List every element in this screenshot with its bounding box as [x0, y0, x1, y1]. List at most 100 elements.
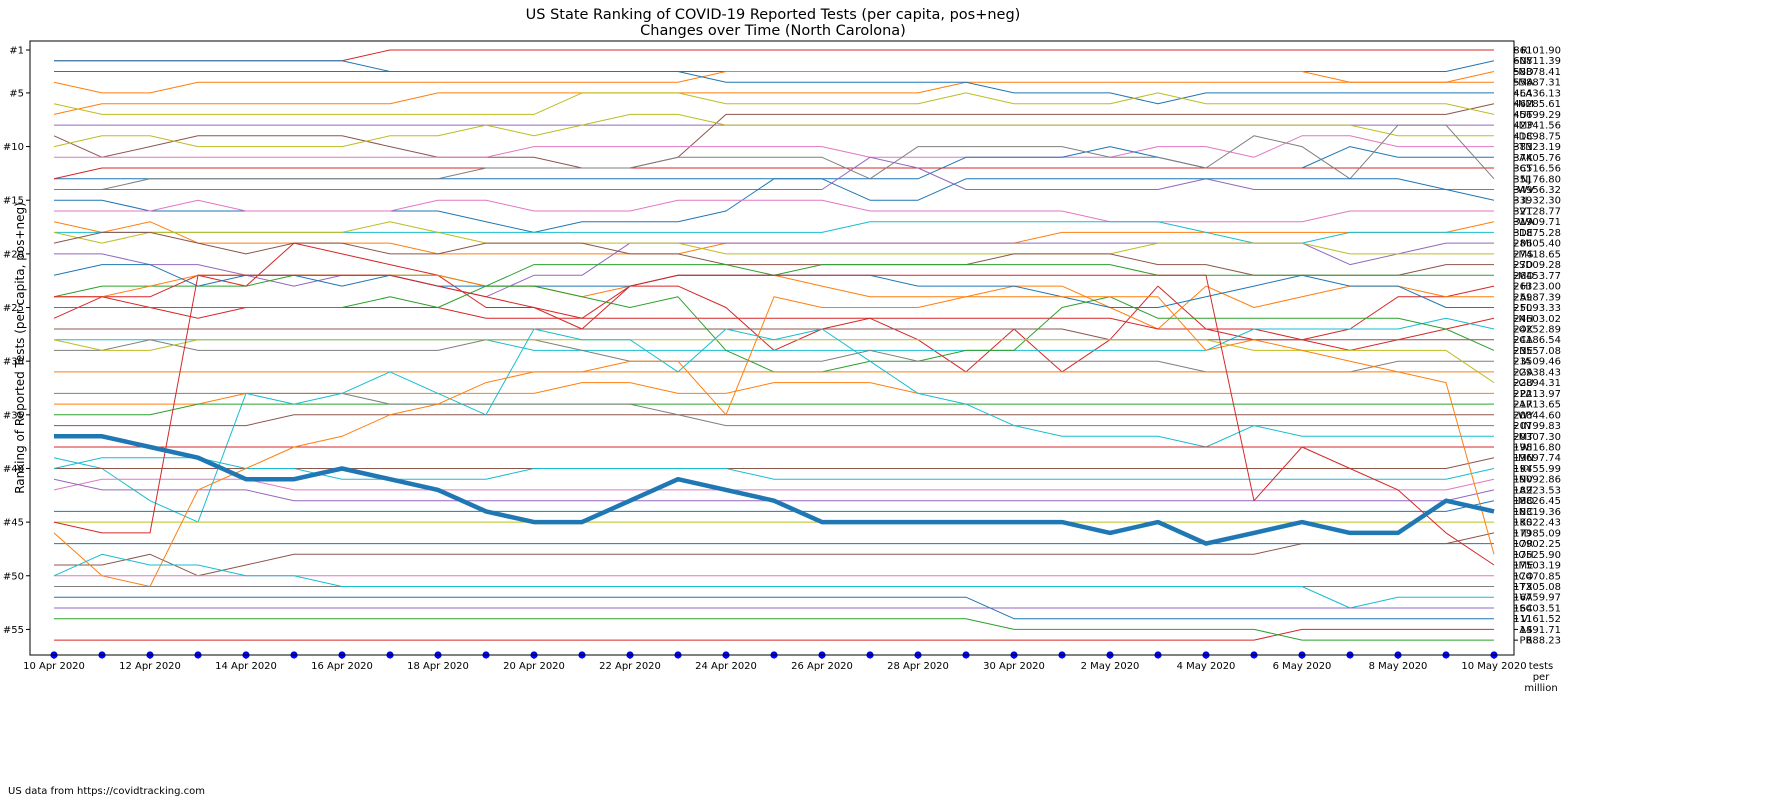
series-line-la: [54, 71, 1494, 105]
series-line-me: [53, 274, 1495, 566]
state-label-or: OR: [1519, 539, 1534, 550]
state-label-al: AL: [1520, 292, 1533, 303]
state-label-ca: CA: [1519, 335, 1533, 346]
state-label-wv: WV: [1518, 185, 1535, 196]
y-tick-label: #35: [3, 410, 24, 421]
state-label-mp: MP: [1519, 121, 1534, 132]
state-value-ms: 27418.65: [1513, 249, 1561, 260]
x-tick-label: 28 Apr 2020: [887, 661, 949, 672]
series-line-mi: [54, 242, 1494, 298]
state-value-ok: 24252.89: [1513, 324, 1561, 335]
state-label-in: IN: [1521, 421, 1531, 432]
state-value-vi: 11161.52: [1513, 614, 1561, 625]
state-label-ct: CT: [1519, 164, 1533, 175]
state-label-me: ME: [1519, 561, 1534, 572]
x-tick-label: 16 Apr 2020: [311, 661, 373, 672]
state-value-co: 17470.85: [1513, 571, 1561, 582]
state-value-de: 31875.28: [1513, 228, 1561, 239]
state-label-ga: GA: [1519, 367, 1534, 378]
state-label-mn: MN: [1518, 453, 1534, 464]
y-tick-label: #5: [9, 88, 24, 99]
state-value-wi: 19816.80: [1513, 443, 1561, 454]
series-line-mo: [54, 500, 1495, 512]
state-label-dc: DC: [1519, 131, 1534, 142]
state-value-ma: 55887.31: [1513, 78, 1561, 89]
series-line-as: [54, 628, 1494, 641]
state-label-gu: GU: [1518, 378, 1533, 389]
y-tick-label: #45: [3, 518, 24, 529]
series-line-ma: [53, 71, 1494, 94]
series-line-vi: [54, 596, 1494, 620]
series-line-ny: [54, 60, 1495, 72]
state-value-tx: 17305.08: [1513, 582, 1561, 593]
series-line-ia: [54, 339, 1494, 373]
state-label-nv: NV: [1519, 475, 1533, 486]
state-label-il: IL: [1522, 196, 1531, 207]
state-label-hi: HI: [1521, 282, 1531, 293]
x-tick-label: 10 May 2020: [1461, 661, 1526, 672]
series-line-nm: [53, 103, 1495, 169]
state-label-ks: KS: [1520, 518, 1533, 529]
state-label-as: AS: [1519, 625, 1532, 636]
series-line-ky: [53, 457, 1495, 480]
state-value-ri: 86101.90: [1513, 46, 1561, 57]
state-value-in: 20799.83: [1513, 421, 1561, 432]
state-label-nh: NH: [1519, 314, 1534, 325]
x-tick-label: 4 May 2020: [1177, 661, 1236, 672]
state-value-nd: 58878.41: [1513, 67, 1561, 78]
x-tick-label: 22 Apr 2020: [599, 661, 661, 672]
series-line-ak: [54, 146, 1494, 180]
state-label-ma: MA: [1518, 78, 1534, 89]
series-line-ct: [53, 167, 1494, 180]
state-label-ny: NY: [1519, 56, 1533, 67]
state-label-ne: NE: [1519, 346, 1533, 357]
state-value-nj: 35176.80: [1513, 174, 1561, 185]
state-label-ak: AK: [1519, 153, 1533, 164]
state-label-tx: TX: [1519, 582, 1533, 593]
state-label-ia: IA: [1521, 357, 1531, 368]
state-label-id: ID: [1521, 528, 1532, 539]
state-value-fl: 25093.33: [1513, 303, 1561, 314]
x-tick-label: 6 May 2020: [1273, 661, 1332, 672]
state-label-oh: OH: [1518, 550, 1533, 561]
state-label-nm: NM: [1518, 99, 1534, 110]
state-label-az: AZ: [1519, 485, 1533, 496]
state-label-ri: RI: [1521, 46, 1531, 57]
plot-frame: [29, 40, 1515, 656]
state-value-me: 17503.19: [1513, 561, 1561, 572]
state-value-nv: 19092.86: [1513, 475, 1561, 486]
state-value-wa: 31909.71: [1513, 217, 1561, 228]
state-value-gu: 22894.31: [1513, 378, 1561, 389]
state-value-ia: 23509.46: [1513, 357, 1561, 368]
x-tick-label: 2 May 2020: [1081, 661, 1140, 672]
y-tick-label: #1: [9, 46, 24, 57]
unit-label-line: per: [1533, 672, 1551, 683]
state-value-md: 26453.77: [1513, 271, 1561, 282]
state-value-mo: 18826.45: [1513, 496, 1561, 507]
state-value-az: 18923.53: [1513, 485, 1561, 496]
series-line-dc: [53, 113, 1494, 148]
state-label-nd: ND: [1518, 67, 1533, 78]
x-tick-label: 10 Apr 2020: [23, 661, 85, 672]
state-value-mi: 28605.40: [1513, 239, 1561, 250]
state-label-ar: AR: [1519, 400, 1533, 411]
axis-ticks: #1 #5 #10 #15 #20 #25 #30 #35 #40 #45 #50 #55 10 Apr…: [3, 46, 1527, 673]
y-tick-label: #30: [3, 357, 24, 368]
state-value-dc: 41898.75: [1513, 131, 1561, 142]
unit-label-line: million: [1524, 683, 1557, 694]
state-label-sc: SC: [1519, 603, 1532, 614]
state-value-or: 17902.25: [1513, 539, 1561, 550]
series-line-tn: [54, 135, 1494, 158]
state-value-ct: 36516.56: [1513, 164, 1561, 175]
state-value-mn: 19697.74: [1513, 453, 1561, 464]
y-tick-label: #25: [3, 303, 24, 314]
state-value-ky: 19455.99: [1513, 464, 1561, 475]
series-line-al: [54, 274, 1494, 330]
state-label-pa: PA: [1520, 389, 1532, 400]
x-tick-label: 24 Apr 2020: [695, 661, 757, 672]
series-line-nh: [54, 296, 1495, 351]
state-label-va: VA: [1519, 593, 1532, 604]
series-line-ms: [53, 221, 1494, 255]
series-line-id: [54, 532, 1495, 577]
